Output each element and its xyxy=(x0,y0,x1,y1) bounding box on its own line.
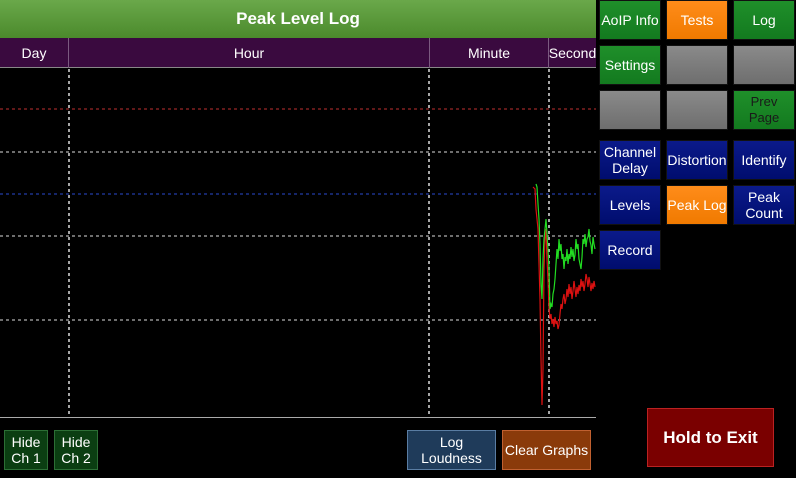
hide-ch1-button[interactable]: Hide Ch 1 xyxy=(4,430,48,470)
channel-1-trace xyxy=(535,183,596,310)
blank-button[interactable] xyxy=(599,90,661,130)
hold-to-exit-button[interactable]: Hold to Exit xyxy=(647,408,774,467)
peak-count-button[interactable]: Peak Count xyxy=(733,185,795,225)
settings-button[interactable]: Settings xyxy=(599,45,661,85)
peak-level-graph xyxy=(0,69,596,418)
prev-page-button[interactable]: Prev Page xyxy=(733,90,795,130)
tests-button[interactable]: Tests xyxy=(666,0,728,40)
column-second: Second xyxy=(548,45,597,61)
distortion-button[interactable]: Distortion xyxy=(666,140,728,180)
blank-button[interactable] xyxy=(666,45,728,85)
aoip-info-button[interactable]: AoIP Info xyxy=(599,0,661,40)
header-divider xyxy=(548,38,549,68)
page-title: Peak Level Log xyxy=(0,0,596,38)
record-button[interactable]: Record xyxy=(599,230,661,270)
header-divider xyxy=(68,38,69,68)
identify-button[interactable]: Identify xyxy=(733,140,795,180)
header-divider xyxy=(429,38,430,68)
blank-button[interactable] xyxy=(733,45,795,85)
column-minute: Minute xyxy=(467,45,511,61)
peak-log-button[interactable]: Peak Log xyxy=(666,185,728,225)
levels-button[interactable]: Levels xyxy=(599,185,661,225)
time-scale-header: Day Hour Minute Second xyxy=(0,38,596,68)
column-hour: Hour xyxy=(233,45,265,61)
column-day: Day xyxy=(21,45,47,61)
channel-2-trace xyxy=(532,186,596,406)
clear-graphs-button[interactable]: Clear Graphs xyxy=(502,430,591,470)
blank-button[interactable] xyxy=(666,90,728,130)
hide-ch2-button[interactable]: Hide Ch 2 xyxy=(54,430,98,470)
channel-delay-button[interactable]: Channel Delay xyxy=(599,140,661,180)
log-button[interactable]: Log xyxy=(733,0,795,40)
log-loudness-button[interactable]: Log Loudness xyxy=(407,430,496,470)
graph-baseline xyxy=(0,417,596,418)
